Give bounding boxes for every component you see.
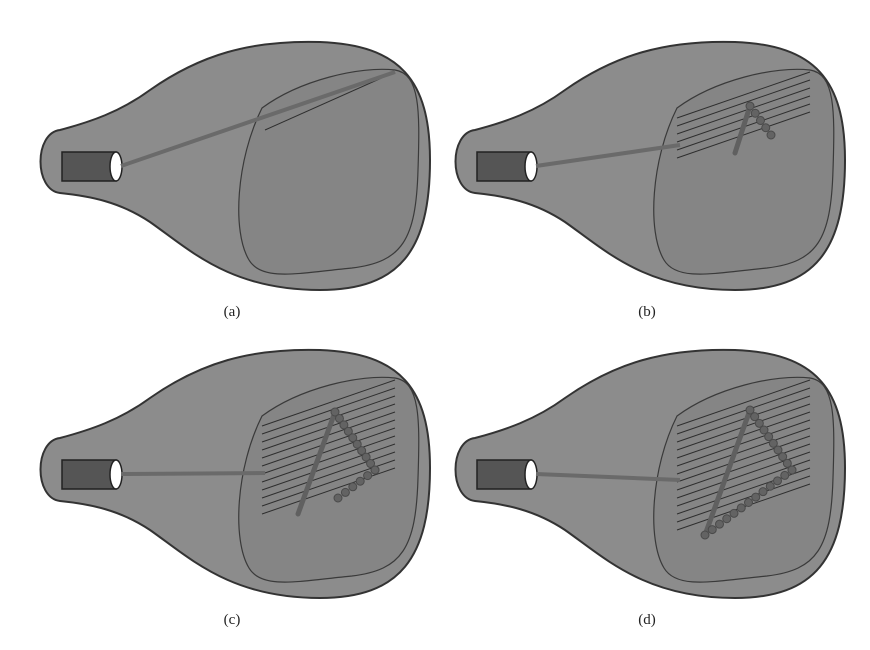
scan-line [261, 435, 396, 483]
scan-line [261, 467, 396, 515]
pixel-dot [339, 420, 349, 430]
panel-label: (c) [224, 612, 241, 628]
panel [39, 348, 431, 599]
panel [454, 40, 846, 292]
pixel-dot [759, 425, 769, 435]
electron-beam [120, 70, 396, 168]
electron-beam [535, 472, 681, 482]
scan-line [261, 387, 396, 435]
pixel-dot [348, 482, 358, 492]
pixel-dot [754, 418, 764, 428]
scan-line [676, 395, 811, 443]
pixel-dot [758, 487, 768, 497]
pixel-dot [773, 445, 783, 455]
pixel-dot [722, 514, 732, 524]
pixel-dot [700, 530, 710, 540]
pixel-dot [756, 116, 765, 125]
scan-line [676, 419, 811, 467]
scan-line [261, 395, 396, 443]
panel [39, 40, 431, 292]
pixel-dot [782, 458, 792, 468]
pixel-dot [363, 471, 373, 481]
scan-line [676, 443, 811, 491]
scan-line [261, 379, 396, 427]
pixel-dot [773, 476, 782, 486]
pixel-dot [340, 487, 350, 497]
triangle-edge [732, 103, 753, 156]
panel-label: (b) [638, 304, 656, 320]
triangle-edge [702, 407, 753, 538]
scan-line [676, 79, 811, 127]
pixel-dot [348, 433, 358, 443]
scan-line [264, 71, 396, 131]
pixel-dot [370, 465, 380, 475]
electron-beam [120, 471, 266, 476]
panel [454, 348, 846, 599]
scan-line [676, 87, 811, 135]
pixel-dot [778, 452, 788, 462]
scan-line [261, 427, 396, 475]
pixel-dot [352, 439, 362, 449]
pixel-dot [736, 503, 746, 513]
pixel-dot [729, 508, 739, 518]
scan-line [676, 111, 811, 159]
scan-line [676, 435, 811, 483]
pixel-dot [366, 459, 376, 469]
scan-line [676, 379, 811, 427]
pixel-dot [750, 108, 760, 118]
electron-beam [535, 143, 681, 168]
pixel-dot [343, 426, 353, 436]
pixel-dot [334, 413, 344, 423]
pixel-dot [745, 405, 755, 415]
scan-line [676, 475, 811, 523]
scan-line [261, 443, 396, 491]
scan-line [676, 387, 811, 435]
panel-label: (d) [638, 612, 656, 628]
pixel-dot [766, 130, 776, 140]
panel-label: (a) [224, 304, 241, 320]
pixel-dot [333, 493, 343, 503]
pixel-dot [765, 481, 775, 491]
pixel-dot [768, 438, 778, 448]
pixel-dot [761, 123, 771, 133]
pixel-dot [750, 412, 760, 422]
scan-line [676, 71, 811, 119]
pixel-dot [780, 470, 790, 480]
pixel-dot [355, 476, 365, 486]
pixel-dot [764, 432, 774, 442]
pixel-dot [361, 452, 371, 462]
pixel-dot [751, 492, 761, 502]
pixel-dot [744, 498, 753, 507]
triangle-edge [295, 409, 338, 517]
scan-line [261, 451, 396, 499]
pixel-dot [715, 519, 724, 529]
crt-tube [454, 40, 846, 292]
pixel-dot [330, 407, 340, 417]
pixel-dot [787, 465, 797, 475]
pixel-dot [357, 446, 367, 456]
pixel-dot [745, 101, 755, 111]
scan-line [261, 419, 396, 467]
pixel-dot [707, 525, 717, 535]
scan-line [676, 427, 811, 475]
